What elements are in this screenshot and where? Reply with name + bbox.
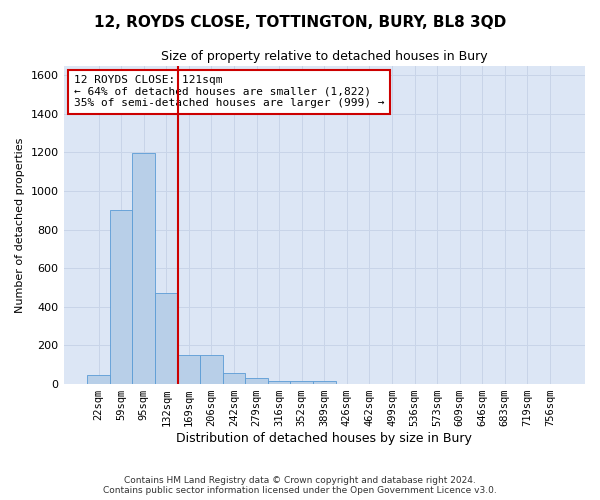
Bar xyxy=(87,376,110,384)
X-axis label: Distribution of detached houses by size in Bury: Distribution of detached houses by size … xyxy=(176,432,472,445)
Bar xyxy=(178,355,200,384)
Title: Size of property relative to detached houses in Bury: Size of property relative to detached ho… xyxy=(161,50,488,63)
Bar xyxy=(268,380,290,384)
Bar xyxy=(133,154,155,384)
Y-axis label: Number of detached properties: Number of detached properties xyxy=(15,137,25,312)
Bar xyxy=(313,380,335,384)
Text: 12 ROYDS CLOSE: 121sqm
← 64% of detached houses are smaller (1,822)
35% of semi-: 12 ROYDS CLOSE: 121sqm ← 64% of detached… xyxy=(74,75,385,108)
Bar xyxy=(155,294,178,384)
Bar xyxy=(223,374,245,384)
Bar xyxy=(245,378,268,384)
Bar xyxy=(200,355,223,384)
Bar xyxy=(290,380,313,384)
Bar xyxy=(110,210,133,384)
Text: 12, ROYDS CLOSE, TOTTINGTON, BURY, BL8 3QD: 12, ROYDS CLOSE, TOTTINGTON, BURY, BL8 3… xyxy=(94,15,506,30)
Text: Contains HM Land Registry data © Crown copyright and database right 2024.
Contai: Contains HM Land Registry data © Crown c… xyxy=(103,476,497,495)
